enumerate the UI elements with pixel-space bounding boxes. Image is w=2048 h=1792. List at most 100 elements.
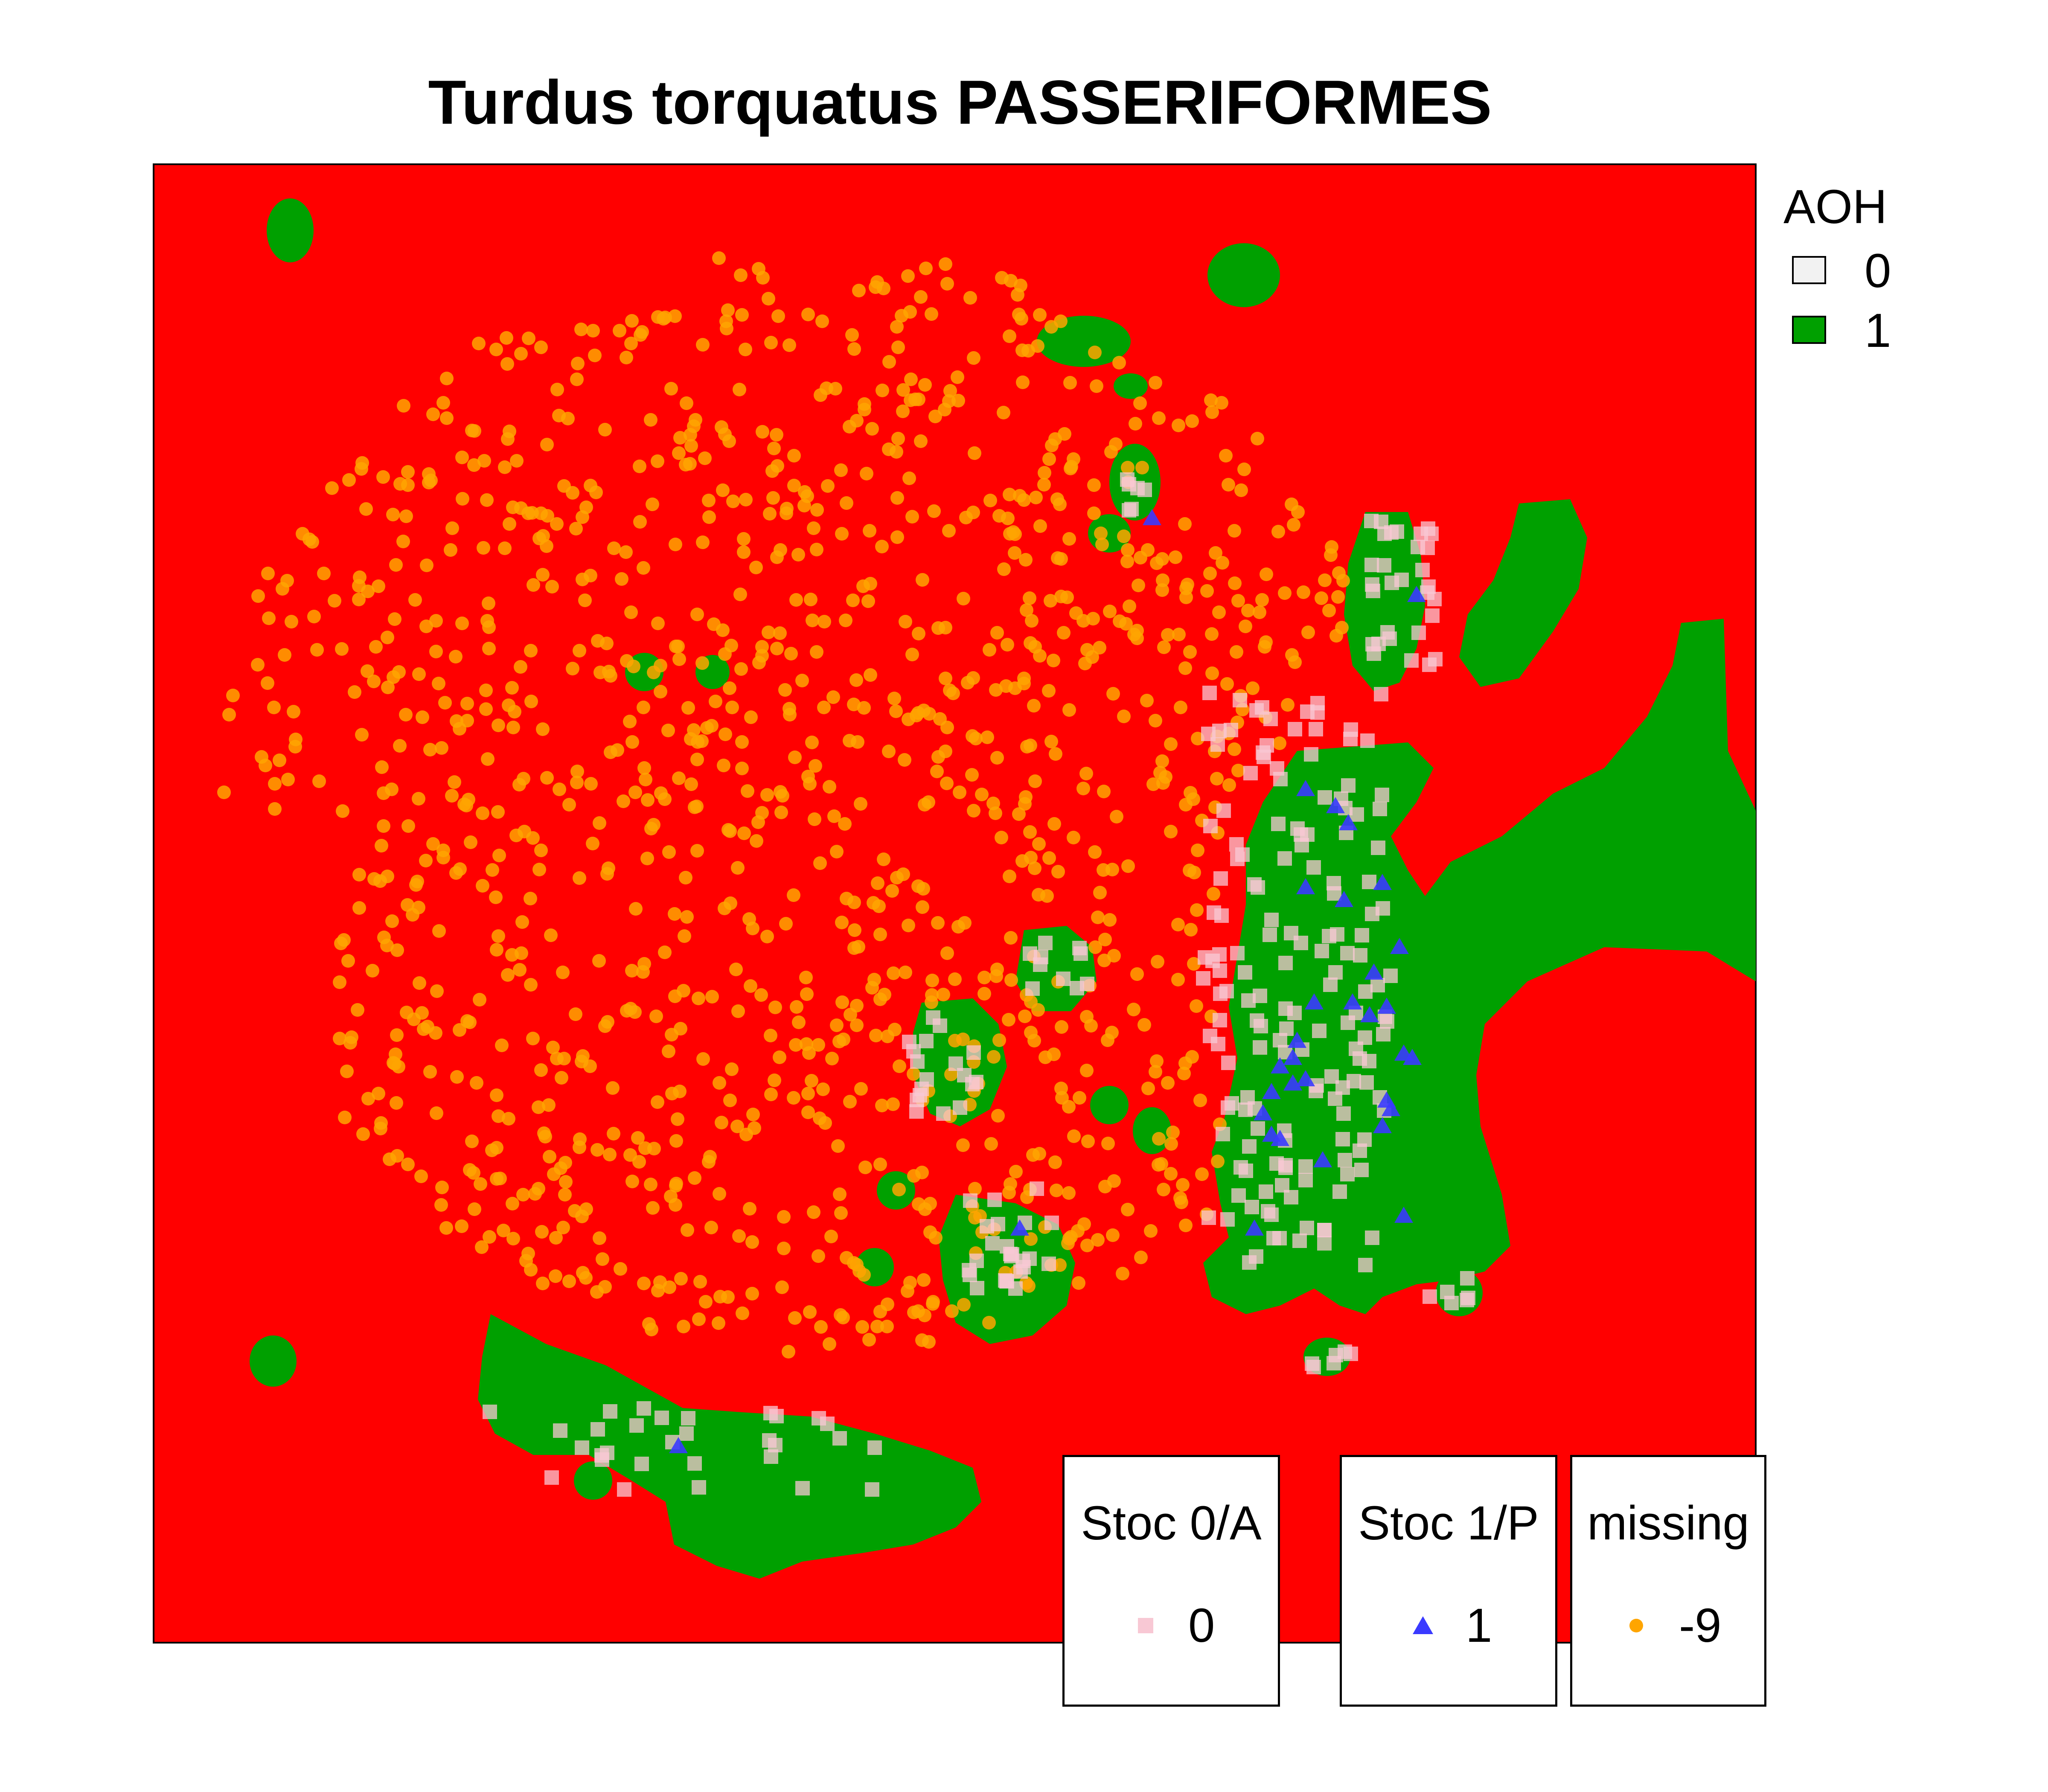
missing-point <box>352 901 366 915</box>
missing-point <box>739 343 752 356</box>
missing-point <box>540 438 554 451</box>
missing-point <box>1028 774 1042 788</box>
missing-point <box>813 856 827 870</box>
missing-point <box>990 963 1004 976</box>
missing-point <box>352 868 366 881</box>
missing-point <box>968 1211 982 1225</box>
missing-point <box>1207 887 1220 901</box>
missing-point <box>669 1134 683 1148</box>
missing-point <box>651 310 665 324</box>
missing-point <box>603 1148 617 1161</box>
missing-point <box>413 976 426 990</box>
missing-point <box>401 1158 415 1171</box>
stoc0-point <box>1318 790 1332 805</box>
missing-point <box>355 456 369 470</box>
stoc0-point <box>1460 1271 1475 1286</box>
missing-point <box>871 876 884 890</box>
aoh-vosges-region <box>1459 499 1587 687</box>
missing-point <box>1287 518 1300 532</box>
missing-point <box>640 852 654 865</box>
stoc0-point <box>763 1406 778 1420</box>
stoc0-point <box>1300 1221 1314 1235</box>
missing-point <box>463 1015 477 1029</box>
stoc0-point <box>1358 984 1373 999</box>
missing-point <box>434 1198 448 1212</box>
aoh-west-island <box>250 1335 297 1387</box>
missing-point <box>1027 699 1041 713</box>
missing-point <box>869 1029 883 1042</box>
missing-point <box>390 943 404 957</box>
missing-point <box>355 728 369 742</box>
missing-point <box>552 409 566 422</box>
missing-point <box>1087 506 1101 520</box>
missing-point <box>965 768 979 782</box>
stoc0-point <box>634 1457 649 1471</box>
missing-point <box>651 1095 664 1109</box>
missing-point <box>1133 396 1147 410</box>
stoc0-point <box>1220 1212 1235 1227</box>
missing-point <box>1073 1091 1086 1105</box>
missing-point <box>1009 1165 1023 1178</box>
missing-point <box>977 971 991 984</box>
missing-point <box>532 863 546 876</box>
missing-point <box>927 504 941 518</box>
missing-point <box>482 642 496 655</box>
missing-point <box>500 331 513 345</box>
stoc0-point <box>1420 541 1435 555</box>
stoc0-point <box>820 1417 835 1431</box>
missing-point <box>823 780 836 794</box>
stoc1-point <box>1394 1207 1413 1223</box>
stoc1-point <box>1377 998 1396 1014</box>
stoc0-points-layer <box>483 472 1475 1497</box>
missing-point <box>625 314 639 328</box>
missing-point <box>1301 625 1315 639</box>
missing-point <box>251 589 265 603</box>
stoc0-point <box>991 1217 1005 1231</box>
missing-point <box>890 320 904 334</box>
missing-point <box>1032 888 1045 902</box>
stoc0-point <box>1377 527 1392 541</box>
missing-point <box>1008 527 1022 541</box>
missing-point <box>401 478 415 492</box>
missing-point <box>415 1006 429 1020</box>
missing-point <box>1129 417 1142 431</box>
stoc1-point <box>1271 1057 1289 1073</box>
missing-point <box>351 1003 364 1017</box>
missing-point <box>1273 736 1286 750</box>
missing-point <box>644 413 657 427</box>
stoc0-point <box>1374 687 1388 701</box>
missing-point <box>408 593 422 607</box>
missing-point <box>916 900 929 914</box>
missing-point <box>435 741 448 755</box>
missing-point <box>1097 954 1111 967</box>
missing-point <box>984 1137 998 1151</box>
missing-point <box>1042 452 1056 466</box>
missing-point <box>718 647 732 661</box>
missing-point <box>542 1098 556 1112</box>
stoc0-point <box>969 1254 984 1268</box>
missing-point <box>696 535 710 549</box>
missing-point <box>707 617 721 631</box>
missing-point <box>787 449 801 463</box>
missing-point <box>522 332 535 345</box>
missing-point <box>861 594 875 608</box>
missing-point <box>619 545 633 559</box>
missing-point <box>386 508 400 521</box>
aoh-legend-swatch-0 <box>1792 256 1826 284</box>
missing-point <box>1025 614 1039 628</box>
stoc0-point <box>1245 1200 1259 1214</box>
missing-point <box>388 612 401 626</box>
missing-point <box>672 771 686 785</box>
missing-point <box>361 664 374 678</box>
missing-point <box>536 1277 550 1290</box>
missing-point <box>1112 356 1126 369</box>
missing-point <box>684 439 698 453</box>
missing-point <box>1116 1267 1129 1280</box>
missing-point <box>1178 517 1192 531</box>
missing-point <box>801 1105 815 1119</box>
missing-point <box>1090 379 1103 393</box>
missing-point <box>773 626 787 640</box>
missing-point <box>775 1280 789 1294</box>
missing-point <box>787 888 800 902</box>
